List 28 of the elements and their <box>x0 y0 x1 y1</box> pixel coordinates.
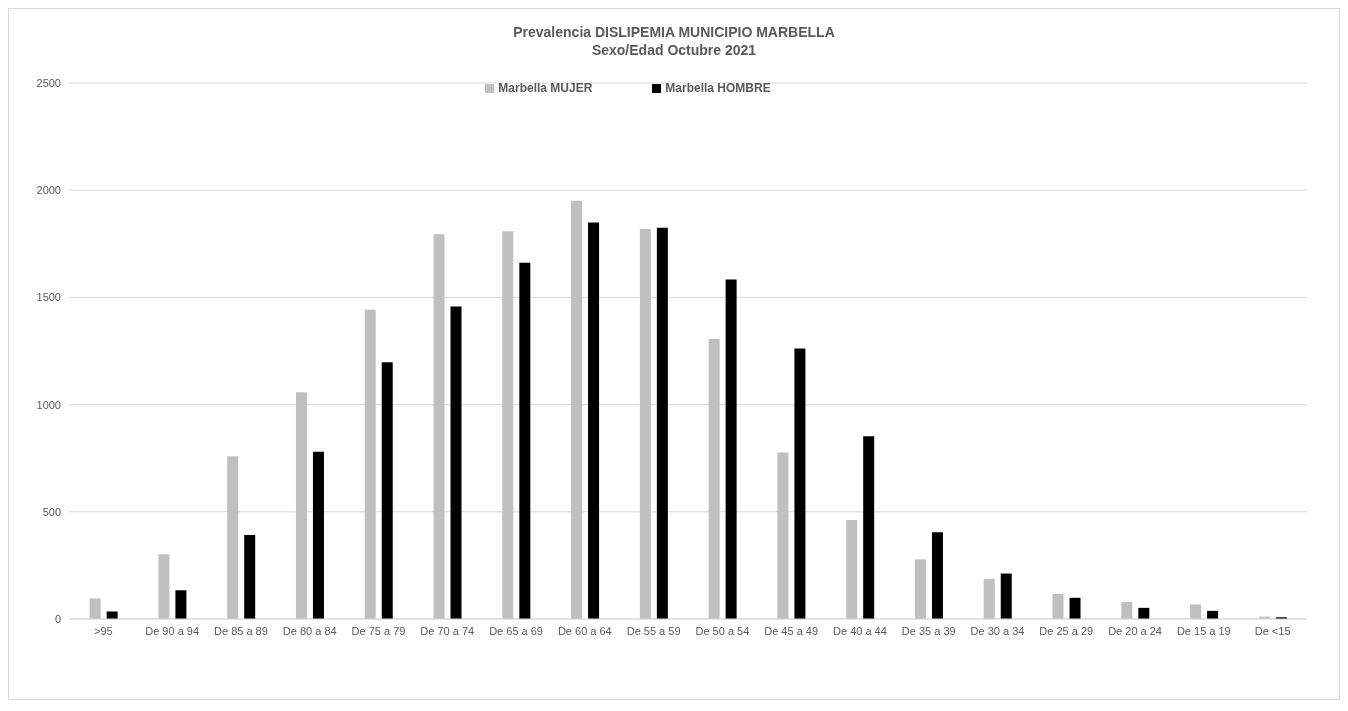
x-tick-label: De 15 a 19 <box>1176 624 1231 637</box>
x-tick-label: De 35 a 39 <box>901 624 956 637</box>
x-tick-label: De 25 a 29 <box>1039 624 1094 637</box>
x-tick-label: De 85 a 89 <box>214 624 268 637</box>
x-tick-label: De <15 <box>1254 624 1291 637</box>
x-tick-label: De 55 a 59 <box>626 624 681 637</box>
y-tick-label: 2000 <box>36 184 61 197</box>
x-tick-label: De 40 a 44 <box>833 624 887 637</box>
y-tick-label: 0 <box>54 612 61 625</box>
x-tick-label: >95 <box>94 624 113 637</box>
x-tick-label: De 45 a 49 <box>764 624 819 637</box>
x-tick-label: De 75 a 79 <box>351 624 406 637</box>
chart-title: Prevalencia DISLIPEMIA MUNICIPIO MARBELLA <box>512 23 836 41</box>
x-tick-label: De 90 a 94 <box>145 624 200 637</box>
legend-label: Marbella HOMBRE <box>665 81 771 95</box>
y-tick-label: 500 <box>42 505 61 518</box>
y-tick-label: 1500 <box>36 291 61 304</box>
chart-subtitle: Sexo/Edad Octubre 2021 <box>590 41 758 59</box>
x-tick-label: De 80 a 84 <box>282 624 337 637</box>
x-tick-label: De 65 a 69 <box>489 624 543 637</box>
x-tick-label: De 70 a 74 <box>420 624 475 637</box>
x-tick-label: De 60 a 64 <box>557 624 612 637</box>
x-tick-label: De 30 a 34 <box>970 624 1025 637</box>
y-tick-label: 2500 <box>36 76 61 89</box>
x-tick-label: De 20 a 24 <box>1108 624 1162 637</box>
x-tick-label: De 50 a 54 <box>695 624 750 637</box>
y-tick-label: 1000 <box>36 398 61 411</box>
legend-label: Marbella MUJER <box>498 81 593 95</box>
